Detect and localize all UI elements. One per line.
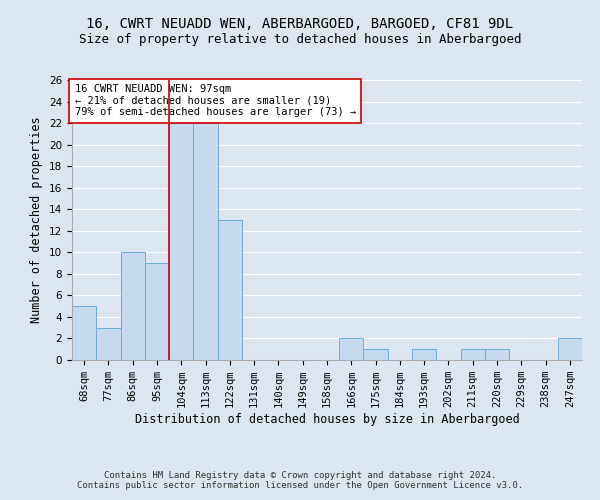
Bar <box>412 349 436 360</box>
Bar <box>485 349 509 360</box>
Text: Contains HM Land Registry data © Crown copyright and database right 2024.
Contai: Contains HM Land Registry data © Crown c… <box>77 470 523 490</box>
Bar <box>121 252 145 360</box>
Bar <box>558 338 582 360</box>
Text: 16, CWRT NEUADD WEN, ABERBARGOED, BARGOED, CF81 9DL: 16, CWRT NEUADD WEN, ABERBARGOED, BARGOE… <box>86 18 514 32</box>
Text: 16 CWRT NEUADD WEN: 97sqm
← 21% of detached houses are smaller (19)
79% of semi-: 16 CWRT NEUADD WEN: 97sqm ← 21% of detac… <box>74 84 356 117</box>
Bar <box>145 263 169 360</box>
Bar <box>72 306 96 360</box>
Bar <box>193 123 218 360</box>
Bar <box>339 338 364 360</box>
Text: Size of property relative to detached houses in Aberbargoed: Size of property relative to detached ho… <box>79 32 521 46</box>
Y-axis label: Number of detached properties: Number of detached properties <box>31 116 43 324</box>
X-axis label: Distribution of detached houses by size in Aberbargoed: Distribution of detached houses by size … <box>134 413 520 426</box>
Bar <box>169 123 193 360</box>
Bar <box>461 349 485 360</box>
Bar <box>218 220 242 360</box>
Bar <box>96 328 121 360</box>
Bar <box>364 349 388 360</box>
